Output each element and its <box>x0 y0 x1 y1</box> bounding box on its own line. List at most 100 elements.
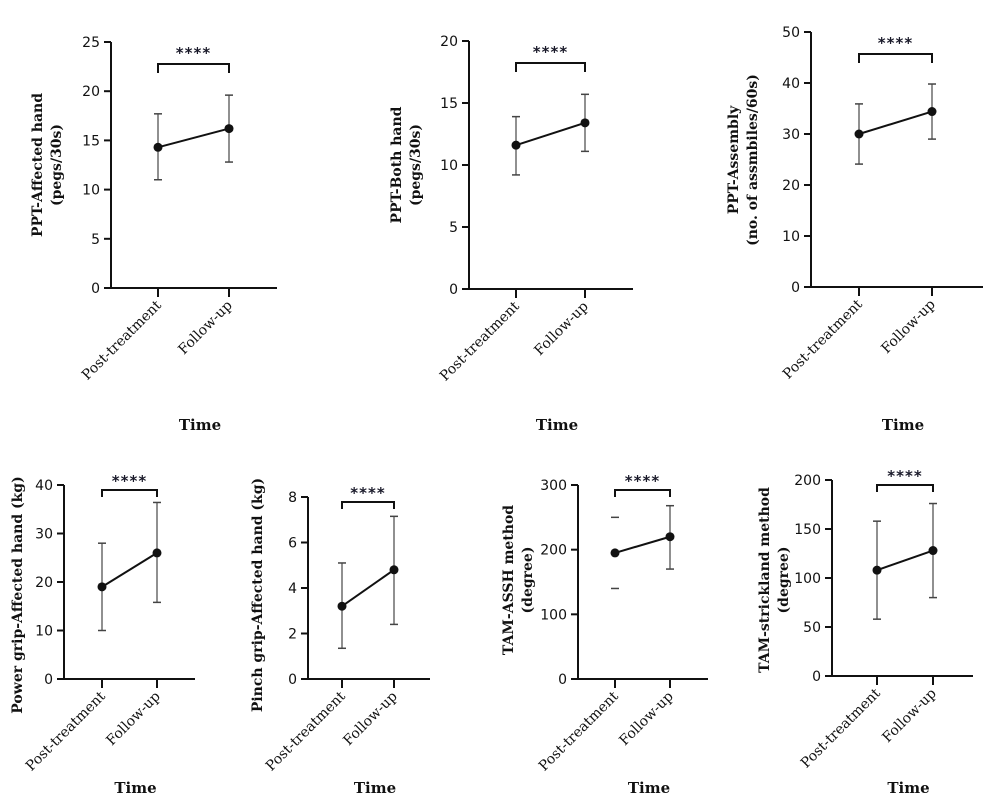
y-tick-label: 6 <box>288 536 297 552</box>
x-axis-title: Time <box>887 779 929 797</box>
y-tick-label: 20 <box>782 178 800 194</box>
series-line <box>876 549 934 572</box>
y-axis-title: (pegs/30s) <box>408 124 424 206</box>
x-tick-label: Post-treatment <box>780 296 866 382</box>
y-tick-label: 20 <box>440 34 458 50</box>
x-tick-label: Follow-up <box>531 298 591 358</box>
data-point <box>928 546 938 556</box>
y-axis-title: Power grip-Affected hand (kg) <box>10 476 26 713</box>
x-tick-label: Follow-up <box>878 296 938 356</box>
x-axis-title: Time <box>628 779 670 797</box>
data-point <box>224 124 234 134</box>
x-tick-label: Post-treatment <box>263 688 349 774</box>
x-axis-title: Time <box>354 779 396 797</box>
series-line <box>101 552 158 588</box>
significance-bracket <box>614 489 671 497</box>
y-tick-label: 100 <box>794 571 821 587</box>
y-tick-label: 0 <box>44 672 53 688</box>
x-tick-label: Follow-up <box>103 688 163 748</box>
y-tick-label: 0 <box>812 669 821 685</box>
y-tick-label: 10 <box>440 158 458 174</box>
y-tick-label: 10 <box>82 183 100 199</box>
significance-label: **** <box>533 43 568 61</box>
significance-label: **** <box>878 34 913 52</box>
significance-bracket <box>101 489 158 497</box>
data-point <box>854 129 864 139</box>
y-tick-label: 10 <box>782 229 800 245</box>
y-tick-label: 0 <box>288 672 297 688</box>
x-tick-label: Post-treatment <box>536 688 622 774</box>
y-tick-label: 20 <box>35 575 53 591</box>
y-tick-label: 0 <box>558 672 567 688</box>
y-axis-title: (degree) <box>776 547 792 614</box>
data-point <box>927 107 937 117</box>
data-point <box>665 532 675 542</box>
data-point <box>872 565 882 575</box>
y-tick-label: 30 <box>35 527 53 543</box>
data-point <box>580 118 590 128</box>
y-tick-label: 0 <box>791 280 800 296</box>
x-axis-title: Time <box>882 416 924 434</box>
data-point <box>97 582 107 592</box>
y-axis-title: TAM-strickland method <box>757 487 773 673</box>
y-axis-title: PPT-Affected hand <box>30 93 46 237</box>
significance-label: **** <box>112 472 147 490</box>
x-tick-label: Post-treatment <box>798 685 884 771</box>
x-tick-label: Post-treatment <box>23 688 109 774</box>
x-axis-title: Time <box>114 779 156 797</box>
data-point <box>389 565 399 575</box>
y-axis-title: (degree) <box>520 547 536 614</box>
panel-2: 0 5 10 15 20 Post-treatment Follow-up Time PPT-B… <box>389 34 633 434</box>
significance-label: **** <box>887 467 922 485</box>
series-line <box>157 127 230 149</box>
x-tick-label: Post-treatment <box>437 298 523 384</box>
y-tick-label: 15 <box>82 133 100 149</box>
y-tick-label: 200 <box>794 473 821 489</box>
y-axis-title: PPT-Both hand <box>389 106 405 223</box>
y-tick-label: 150 <box>794 522 821 538</box>
y-tick-label: 20 <box>82 84 100 100</box>
data-point <box>152 548 162 558</box>
series-line <box>614 535 671 554</box>
x-axis-title: Time <box>179 416 221 434</box>
y-tick-label: 300 <box>540 478 567 494</box>
y-tick-label: 2 <box>288 627 297 643</box>
significance-bracket <box>876 484 934 492</box>
significance-label: **** <box>350 484 385 502</box>
y-axis-title: (no. of assmbiles/60s) <box>745 74 761 246</box>
y-tick-label: 0 <box>449 282 458 298</box>
y-axis-title: PPT-Assembly <box>726 105 742 214</box>
y-axis-title: (pegs/30s) <box>49 124 65 206</box>
significance-bracket <box>157 63 230 73</box>
significance-bracket <box>858 53 933 63</box>
y-tick-label: 40 <box>782 76 800 92</box>
significance-label: **** <box>176 44 211 62</box>
significance-bracket <box>341 501 395 509</box>
y-tick-label: 8 <box>288 490 297 506</box>
y-tick-label: 10 <box>35 624 53 640</box>
y-tick-label: 50 <box>782 25 800 41</box>
series-line <box>341 568 395 608</box>
y-tick-label: 40 <box>35 478 53 494</box>
data-point <box>511 140 521 150</box>
x-tick-label: Follow-up <box>340 688 400 748</box>
data-point <box>610 548 620 558</box>
y-tick-label: 200 <box>540 543 567 559</box>
x-tick-label: Post-treatment <box>79 297 165 383</box>
x-axis-title: Time <box>536 416 578 434</box>
y-tick-label: 5 <box>91 232 100 248</box>
significance-bracket <box>515 62 586 72</box>
panel-3: 0 10 20 30 40 50 Post-treatment Follow-up Time PP… <box>726 25 983 434</box>
y-tick-label: 50 <box>803 620 821 636</box>
series-line <box>515 121 586 147</box>
y-axis-title: TAM-ASSH method <box>501 505 517 655</box>
y-tick-label: 100 <box>540 607 567 623</box>
y-tick-label: 30 <box>782 127 800 143</box>
y-tick-label: 15 <box>440 96 458 112</box>
x-tick-label: Follow-up <box>879 685 939 745</box>
